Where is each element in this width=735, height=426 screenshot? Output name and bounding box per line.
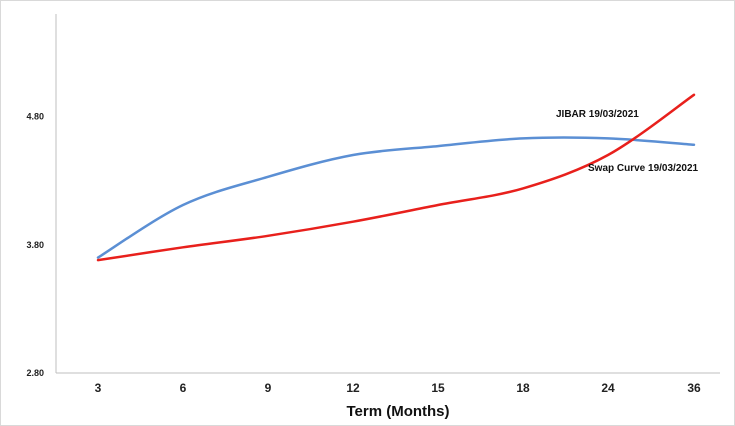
x-tick-label: 3 bbox=[95, 381, 102, 395]
series-label-jibar: JIBAR 19/03/2021 bbox=[556, 109, 639, 120]
y-tick-label: 3.80 bbox=[26, 240, 44, 250]
x-tick-label: 36 bbox=[687, 381, 701, 395]
y-tick-labels: 2.80 3.80 4.80 bbox=[26, 112, 44, 378]
x-tick-label: 9 bbox=[265, 381, 272, 395]
series-lines bbox=[96, 93, 696, 262]
x-tick-label: 15 bbox=[431, 381, 445, 395]
x-tick-label: 18 bbox=[516, 381, 530, 395]
y-tick-label: 4.80 bbox=[26, 112, 44, 122]
series-label-swap-curve: Swap Curve 19/03/2021 bbox=[588, 163, 699, 174]
x-tick-label: 6 bbox=[180, 381, 187, 395]
y-tick-label: 2.80 bbox=[26, 368, 44, 378]
x-axis-title: Term (Months) bbox=[346, 403, 449, 420]
x-tick-label: 12 bbox=[346, 381, 360, 395]
series-line-swap-curve bbox=[96, 93, 696, 262]
series-line-jibar bbox=[96, 136, 696, 259]
x-tick-labels: 3 6 9 12 15 18 24 36 bbox=[95, 381, 701, 395]
x-tick-label: 24 bbox=[601, 381, 615, 395]
